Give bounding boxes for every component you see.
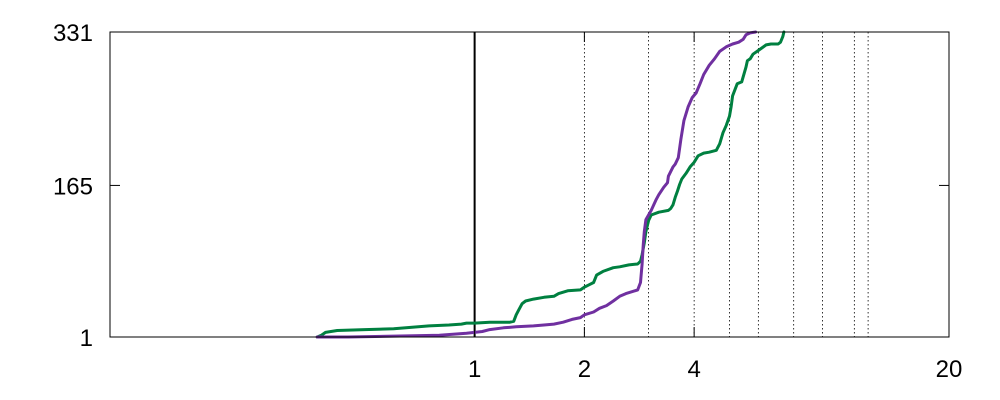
x-axis-tick-labels: 1 2 4 20 bbox=[468, 356, 962, 383]
x-tick-label-1: 2 bbox=[578, 356, 591, 383]
axis-ticks bbox=[110, 31, 950, 338]
y-axis-tick-labels: 1 165 331 bbox=[53, 20, 93, 352]
x-tick-label-3: 20 bbox=[936, 356, 963, 383]
plot-frame bbox=[109, 31, 950, 338]
y-tick-label-0: 1 bbox=[80, 325, 93, 352]
x-tick-label-2: 4 bbox=[687, 356, 700, 383]
series-line-1 bbox=[315, 30, 758, 339]
series-line-0 bbox=[315, 30, 786, 339]
y-tick-label-2: 331 bbox=[53, 20, 93, 47]
reference-lines bbox=[473, 32, 869, 337]
series-layer bbox=[315, 30, 786, 339]
y-tick-label-1: 165 bbox=[53, 173, 93, 200]
x-tick-label-0: 1 bbox=[468, 356, 481, 383]
